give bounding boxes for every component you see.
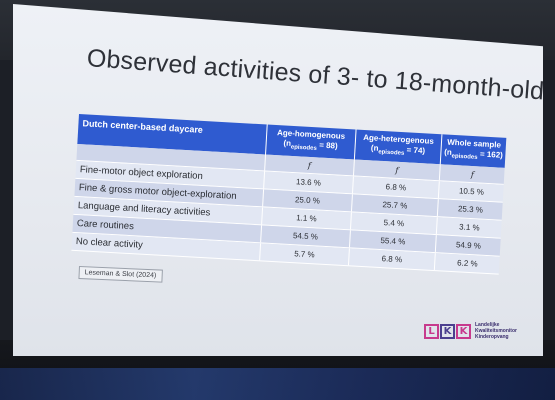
logo-text-line: Landelijke: [475, 322, 500, 328]
header-n: (nepisodes = 162): [443, 147, 504, 162]
stage-lighting: [0, 368, 555, 400]
header-whole-sample: Whole sample (nepisodes = 162): [441, 134, 506, 168]
header-age-homogenous: Age-homogenous (nepisodes = 88): [266, 124, 357, 160]
logo-text-line: Kinderopvang: [475, 334, 509, 340]
row-value: 5.7 %: [260, 243, 350, 266]
row-value: 3.1 %: [458, 222, 480, 233]
table-body: f f f Fine-motor object exploration 13.6…: [71, 143, 505, 275]
logo-letter: L: [424, 323, 439, 339]
citation-box: Leseman & Slot (2024): [78, 266, 163, 283]
row-value: 10.5 %: [458, 186, 485, 197]
projection-screen: Observed activities of 3- to 18-month-ol…: [13, 4, 543, 356]
logo-text-line: Kwaliteitsmonitor: [475, 328, 517, 334]
activities-table: Dutch center-based daycare Age-homogenou…: [71, 114, 507, 275]
lkk-logo: L K K Landelijke Kwaliteitsmonitor Kinde…: [424, 322, 517, 340]
slide-title: Observed activities of 3- to 18-month-ol…: [85, 44, 555, 107]
logo-letter: K: [456, 323, 471, 339]
header-age-heterogenous: Age-heterogenous (nepisodes = 74): [354, 129, 443, 165]
row-value: 25.3 %: [457, 204, 484, 215]
row-value: 6.2 %: [456, 258, 478, 269]
row-value: 6.8 %: [348, 248, 437, 271]
row-value: 54.9 %: [455, 240, 482, 251]
logo-letter: K: [440, 323, 455, 339]
logo-text: Landelijke Kwaliteitsmonitor Kinderopvan…: [475, 322, 517, 340]
header-n: (nepisodes = 88): [283, 138, 338, 153]
header-n: (nepisodes = 74): [370, 143, 426, 158]
